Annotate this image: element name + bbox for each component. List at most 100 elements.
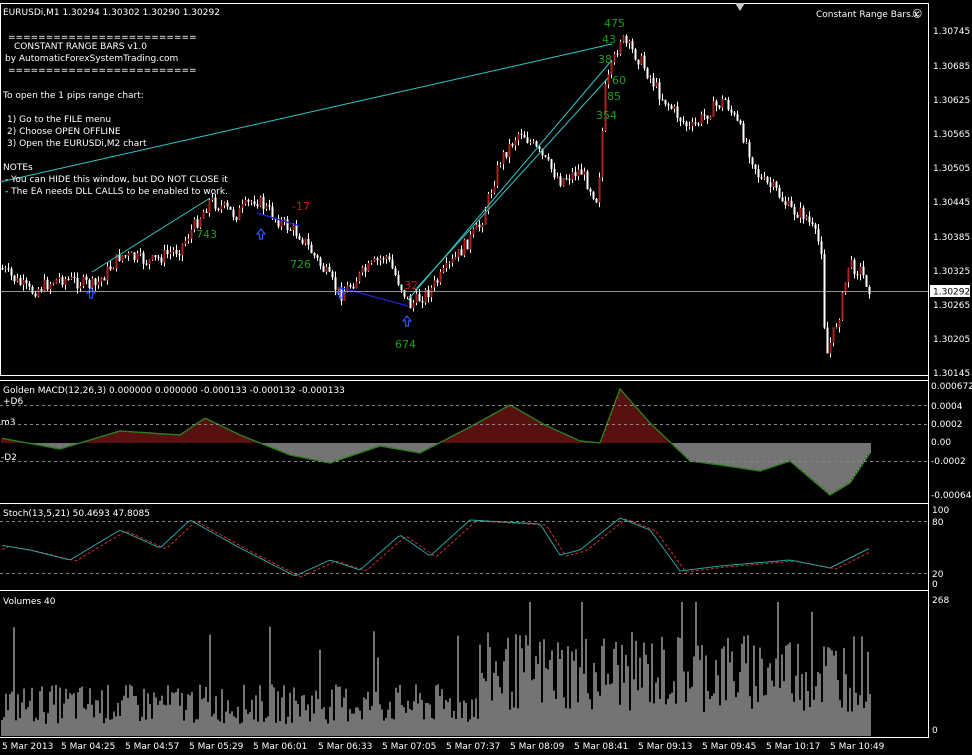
candle-body	[646, 68, 649, 79]
candle-body	[721, 99, 724, 108]
candle-body	[469, 234, 472, 250]
candle-body	[475, 224, 478, 230]
candle-body	[502, 151, 505, 165]
candle-body	[31, 286, 34, 294]
macd-histogram	[1, 387, 871, 496]
candle-body	[319, 257, 322, 266]
candle-body	[718, 105, 721, 108]
time-tick: 5 Mar 08:09	[510, 742, 565, 752]
candle-body	[202, 211, 205, 219]
candle-body	[115, 254, 118, 269]
pip-label: 743	[196, 228, 217, 241]
candle-body	[706, 115, 709, 120]
candle-body	[343, 291, 346, 301]
price-axis: 1.30745 1.30685 1.30625 1.30565 1.30505 …	[933, 27, 970, 379]
price-tick: 1.30205	[933, 335, 970, 345]
candle-body	[223, 202, 226, 206]
time-tick: 5 Mar 06:33	[318, 742, 372, 752]
candle-body	[73, 276, 76, 278]
candles-layer	[1, 34, 871, 358]
chart-menu-arrow-icon[interactable]	[735, 3, 745, 11]
candle-body	[664, 99, 667, 105]
candle-body	[58, 277, 61, 280]
candle-body	[442, 268, 445, 272]
time-tick: 5 Mar 07:37	[446, 742, 500, 752]
candle-body	[742, 123, 745, 143]
candle-body	[673, 106, 676, 109]
candle-body	[868, 286, 871, 295]
candle-body	[205, 211, 208, 213]
pip-label-negative: 32	[404, 279, 418, 292]
candle-body	[130, 252, 133, 254]
candle-body	[94, 278, 97, 286]
candle-body	[715, 101, 718, 106]
candle-body	[76, 277, 79, 289]
candle-body	[403, 290, 406, 297]
candle-body	[382, 258, 385, 260]
candle-body	[484, 211, 487, 225]
candle-body	[793, 206, 796, 215]
candle-body	[301, 239, 304, 244]
candle-body	[790, 200, 793, 207]
candle-body	[499, 164, 502, 166]
price-tick: 1.30505	[933, 164, 970, 174]
time-tick: 5 Mar 04:25	[61, 742, 115, 752]
candle-body	[439, 271, 442, 283]
macd-level-label: -D2	[1, 453, 17, 463]
candle-body	[187, 238, 190, 241]
candle-body	[139, 252, 142, 254]
candle-body	[535, 141, 538, 147]
candle-body	[757, 169, 760, 178]
candle-body	[634, 49, 637, 60]
candle-body	[340, 287, 343, 301]
price-tick: 1.30325	[933, 267, 970, 277]
candle-body	[823, 254, 826, 328]
info-step: 1) Go to the FILE menu	[7, 115, 111, 125]
candle-body	[463, 239, 466, 256]
time-tick: 5 Mar 05:29	[189, 742, 244, 752]
candle-body	[637, 59, 640, 65]
candle-body	[658, 82, 661, 100]
candle-body	[517, 133, 520, 141]
up-arrow-icons	[85, 228, 413, 327]
candle-body	[565, 178, 568, 180]
candle-body	[691, 122, 694, 126]
pip-label: 354	[596, 109, 617, 122]
candle-body	[421, 301, 424, 303]
candle-body	[493, 186, 496, 193]
candle-body	[127, 253, 130, 257]
candle-body	[427, 289, 430, 298]
candle-body	[112, 268, 115, 270]
macd-axis-tick: 0.0004	[931, 402, 963, 412]
price-tick: 1.30625	[933, 96, 970, 106]
candle-body	[490, 192, 493, 194]
candle-body	[55, 279, 58, 284]
candle-body	[451, 258, 454, 263]
candle-body	[532, 141, 535, 143]
candle-body	[133, 252, 136, 261]
candle-body	[124, 255, 127, 257]
candle-body	[250, 201, 253, 203]
macd-level-label: m3	[1, 418, 16, 428]
candle-body	[613, 53, 616, 63]
candle-body	[394, 268, 397, 275]
candle-body	[733, 112, 736, 115]
candle-body	[604, 84, 607, 131]
stoch-title: Stoch(13,5,21) 50.4693 47.8085	[3, 509, 150, 519]
candle-body	[655, 82, 658, 87]
candle-body	[523, 134, 526, 138]
candle-body	[313, 253, 316, 256]
candle-body	[40, 288, 43, 291]
candle-body	[367, 262, 370, 272]
info-step: 3) Open the EURUSDi,M2 chart	[7, 139, 147, 149]
candle-body	[91, 278, 94, 288]
price-tick: 1.30445	[933, 198, 970, 208]
candle-body	[622, 36, 625, 42]
candle-body	[160, 257, 163, 263]
candle-body	[703, 114, 706, 116]
candle-body	[571, 171, 574, 180]
candle-body	[754, 164, 757, 170]
stoch-axis-tick: 0	[932, 580, 938, 590]
candle-body	[820, 241, 823, 255]
